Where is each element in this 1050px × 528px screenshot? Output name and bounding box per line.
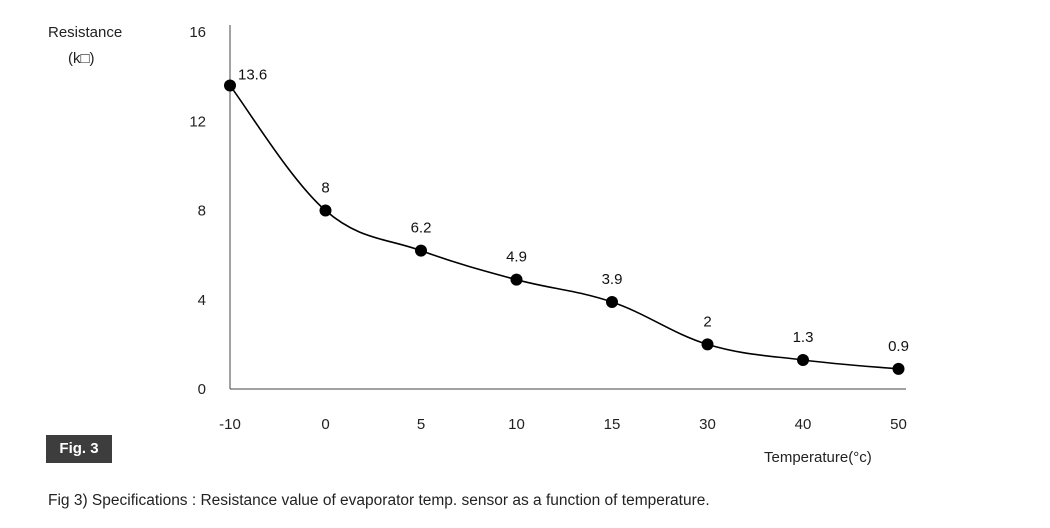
data-point	[319, 204, 332, 217]
data-label: 2	[703, 313, 711, 330]
x-tick-label: 50	[890, 416, 907, 433]
y-tick-label: 12	[189, 113, 206, 130]
data-point	[797, 353, 809, 366]
figure-badge: Fig. 3	[46, 435, 112, 463]
data-label: 3.9	[602, 271, 623, 288]
y-tick-label: 0	[198, 381, 206, 398]
data-point	[224, 79, 236, 92]
ticks-layer: 0 4 8 12 16 -10 0 5 10 15 30 40 50	[189, 24, 907, 433]
y-axis-title-line2: (k□)	[68, 50, 95, 67]
series-line	[229, 85, 899, 370]
y-tick-label: 4	[198, 292, 206, 309]
x-axis-title: Temperature(°c)	[764, 449, 872, 466]
data-label: 0.9	[888, 338, 909, 355]
figure-caption: Fig 3) Specifications : Resistance value…	[48, 492, 710, 509]
data-label: 4.9	[506, 249, 527, 266]
y-tick-label: 8	[198, 203, 206, 220]
data-point	[415, 244, 427, 257]
data-label: 8	[321, 180, 329, 197]
data-point	[701, 338, 714, 351]
data-label: 13.6	[238, 67, 267, 84]
x-tick-label: 30	[699, 416, 716, 433]
data-point	[892, 362, 905, 375]
data-label: 6.2	[411, 220, 432, 237]
x-tick-label: -10	[219, 416, 241, 433]
data-label: 1.3	[793, 329, 814, 346]
x-tick-label: 40	[795, 416, 812, 433]
x-tick-label: 15	[604, 416, 621, 433]
x-tick-label: 10	[508, 416, 525, 433]
points-layer: 13.6 8 6.2 4.9 3.9 2 1.3 0.9	[224, 67, 909, 375]
y-tick-label: 16	[189, 24, 206, 41]
data-point	[606, 295, 618, 308]
x-tick-label: 5	[417, 416, 425, 433]
data-point	[510, 273, 523, 286]
y-axis-title-line1: Resistance	[48, 24, 122, 41]
x-tick-label: 0	[321, 416, 329, 433]
